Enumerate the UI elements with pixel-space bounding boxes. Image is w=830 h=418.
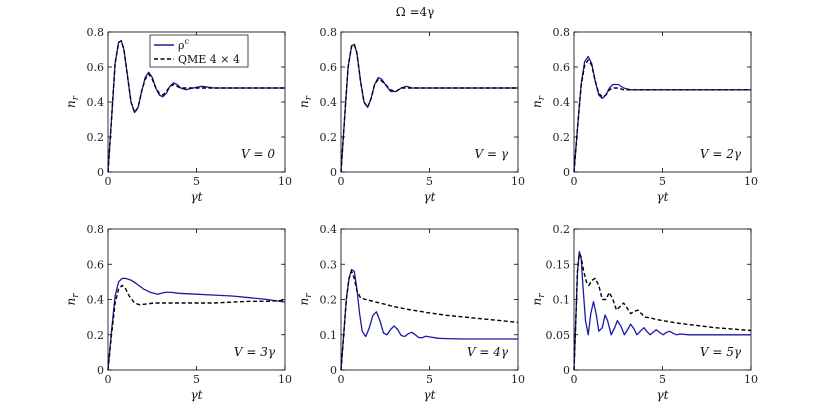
y-tick-label: 0.15	[546, 258, 571, 271]
y-tick-label: 0.6	[553, 61, 571, 74]
y-tick-label: 0.2	[553, 131, 571, 144]
y-tick-label: 0.4	[553, 96, 571, 109]
y-tick-label: 0.8	[87, 26, 105, 39]
x-tick-label: 10	[744, 175, 758, 188]
figure-title: Ω =4γ	[396, 5, 435, 19]
y-axis-label: nr	[297, 95, 314, 108]
y-tick-label: 0.1	[320, 329, 338, 342]
panel-annotation: V = γ	[474, 147, 508, 161]
x-axis-label: γt	[191, 190, 203, 204]
y-tick-label: 0	[563, 166, 570, 179]
x-tick-label: 5	[426, 373, 433, 386]
y-tick-label: 0	[97, 364, 104, 377]
y-tick-label: 0.3	[320, 258, 338, 271]
y-tick-label: 0	[330, 166, 337, 179]
panel-annotation: V = 3γ	[234, 345, 276, 359]
panel-annotation: V = 2γ	[700, 147, 742, 161]
series-line-rho-c	[107, 277, 286, 371]
y-tick-label: 0.2	[320, 131, 338, 144]
x-tick-label: 5	[193, 373, 200, 386]
x-tick-label: 10	[744, 373, 758, 386]
y-tick-label: 0.6	[87, 61, 105, 74]
y-axis-label: nr	[530, 293, 547, 306]
x-tick-label: 5	[193, 175, 200, 188]
series-line-rho-c	[573, 250, 751, 371]
series-line-qme	[340, 270, 519, 371]
y-axis-label: nr	[297, 293, 314, 306]
x-tick-label: 5	[659, 175, 666, 188]
x-axis-label: γt	[657, 388, 669, 402]
legend-box	[149, 34, 249, 68]
series-line-qme	[107, 40, 285, 173]
y-tick-label: 0.1	[553, 294, 571, 307]
y-tick-label: 0.4	[320, 223, 338, 236]
subplot-5: 0 5 10 0 0.1 0.2 0.3 0.4 γt nr V = 4γ	[297, 223, 525, 402]
y-tick-label: 0	[330, 364, 337, 377]
series-line-qme	[340, 43, 518, 173]
y-tick-label: 0.4	[87, 96, 105, 109]
series-line-rho-c	[340, 268, 518, 371]
x-tick-label: 10	[511, 175, 525, 188]
y-tick-label: 0.6	[87, 258, 105, 271]
y-tick-label: 0.4	[87, 294, 105, 307]
subplot-3: 0 5 10 0 0.2 0.4 0.6 0.8 γt nr V = 2γ	[530, 26, 758, 204]
x-tick-label: 10	[278, 175, 292, 188]
y-tick-label: 0.4	[320, 96, 338, 109]
panel-annotation: V = 0	[241, 147, 275, 161]
x-tick-label: 0	[105, 373, 112, 386]
x-tick-label: 0	[571, 373, 578, 386]
x-axis-label: γt	[424, 190, 436, 204]
x-tick-label: 5	[659, 373, 666, 386]
x-tick-label: 0	[571, 175, 578, 188]
y-tick-label: 0.2	[87, 131, 105, 144]
x-axis-label: γt	[191, 388, 203, 402]
y-tick-label: 0.05	[546, 329, 571, 342]
y-tick-label: 0.2	[553, 223, 571, 236]
panel-annotation: V = 5γ	[700, 345, 742, 359]
panel-annotation: V = 4γ	[467, 345, 509, 359]
y-tick-label: 0.8	[320, 26, 338, 39]
y-tick-label: 0.2	[87, 329, 105, 342]
subplot-2: 0 5 10 0 0.2 0.4 0.6 0.8 γt nr V = γ	[297, 26, 525, 204]
y-axis-label: nr	[64, 293, 81, 306]
y-tick-label: 0.8	[87, 223, 105, 236]
x-axis-label: γt	[424, 388, 436, 402]
subplot-4: 0 5 10 0 0.2 0.4 0.6 0.8 γt nr V = 3γ	[64, 223, 292, 402]
legend-entry: QME 4 × 4	[178, 53, 240, 66]
x-tick-label: 10	[511, 373, 525, 386]
x-tick-label: 0	[338, 175, 345, 188]
y-tick-label: 0.8	[553, 26, 571, 39]
x-tick-label: 10	[278, 373, 292, 386]
y-axis-label: nr	[64, 95, 81, 108]
x-axis-label: γt	[657, 190, 669, 204]
x-tick-label: 5	[426, 175, 433, 188]
series-line-qme	[573, 59, 751, 173]
y-tick-label: 0.6	[320, 61, 338, 74]
series-line-qme	[107, 284, 286, 371]
legend-entry: ρc	[178, 37, 189, 52]
x-tick-label: 0	[105, 175, 112, 188]
subplot-6: 0 5 10 0 0.05 0.1 0.15 0.2 γt nr V = 5γ	[530, 223, 758, 402]
y-tick-label: 0	[97, 166, 104, 179]
series-line-qme	[573, 252, 752, 371]
y-tick-label: 0.2	[320, 294, 338, 307]
y-tick-label: 0	[563, 364, 570, 377]
x-tick-label: 0	[338, 373, 345, 386]
y-axis-label: nr	[530, 95, 547, 108]
